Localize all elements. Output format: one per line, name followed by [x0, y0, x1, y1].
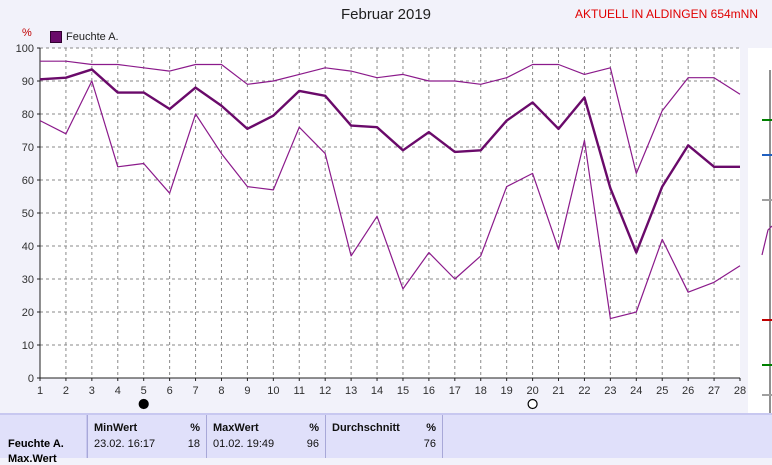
x-tick-label: 5 [141, 385, 147, 397]
x-tick-label: 25 [656, 385, 668, 397]
x-tick-label: 9 [244, 385, 250, 397]
x-tick-label: 13 [345, 385, 357, 397]
stats-series-name: Feuchte A. [8, 438, 64, 450]
stats-min-label: MinWert [94, 422, 138, 434]
y-tick-label: 60 [22, 175, 34, 187]
stats-avg-label: Durchschnitt [332, 422, 400, 434]
full-moon-icon [527, 398, 538, 410]
stats-series-cell: Feuchte A. Max.Wert [0, 415, 86, 465]
station-label: AKTUELL IN ALDINGEN 654mNN [575, 7, 758, 21]
stats-min-value: 18 [187, 438, 200, 450]
y-tick-label: 50 [22, 208, 34, 220]
y-tick-label: 80 [22, 109, 34, 121]
legend-label: Feuchte A. [66, 31, 119, 43]
x-tick-label: 12 [319, 385, 331, 397]
x-tick-label: 17 [449, 385, 461, 397]
x-tick-label: 19 [501, 385, 513, 397]
x-tick-label: 2 [63, 385, 69, 397]
x-tick-label: 1 [37, 385, 43, 397]
x-tick-label: 22 [578, 385, 590, 397]
y-tick-label: 0 [28, 373, 34, 385]
y-tick-label: 90 [22, 76, 34, 88]
x-tick-label: 27 [708, 385, 720, 397]
x-tick-label: 10 [267, 385, 279, 397]
stats-panel: Feuchte A. Max.Wert MinWert % 23.02. 16:… [0, 413, 772, 465]
stats-max-unit: % [309, 422, 319, 434]
series-line-max [40, 60, 741, 174]
x-tick-label: 23 [604, 385, 616, 397]
x-tick-label: 3 [89, 385, 95, 397]
x-tick-label: 14 [371, 385, 383, 397]
x-tick-label: 15 [397, 385, 409, 397]
stats-max-cell: MaxWert % 01.02. 19:49 96 [206, 415, 325, 458]
x-tick-label: 16 [423, 385, 435, 397]
series-line-min [39, 80, 741, 320]
x-tick-label: 11 [294, 385, 305, 397]
x-tick-label: 18 [475, 385, 487, 397]
x-tick-label: 21 [552, 385, 564, 397]
x-tick-label: 4 [115, 385, 121, 397]
stats-max-value: 96 [306, 438, 319, 450]
y-tick-label: 40 [22, 241, 34, 253]
x-tick-label: 24 [630, 385, 642, 397]
x-tick-label: 20 [526, 385, 538, 397]
y-tick-label: 10 [22, 340, 34, 352]
stats-max-label: MaxWert [213, 422, 259, 434]
side-panel-line [761, 225, 772, 256]
y-tick-label: 20 [22, 307, 34, 319]
y-tick-label: 100 [16, 43, 34, 55]
x-tick-label: 8 [218, 385, 224, 397]
new-moon-icon [138, 398, 149, 410]
x-tick-label: 28 [734, 385, 746, 397]
x-tick-label: 26 [682, 385, 694, 397]
y-axis-unit: % [22, 27, 32, 39]
x-tick-label: 6 [167, 385, 173, 397]
y-tick-label: 30 [22, 274, 34, 286]
series-line-mean [39, 68, 740, 254]
stats-empty-cell [442, 415, 772, 458]
x-tick-label: 7 [192, 385, 198, 397]
stats-avg-cell: Durchschnitt % 76 [325, 415, 442, 458]
stats-avg-unit: % [426, 422, 436, 434]
stats-avg-value: 76 [423, 438, 436, 450]
stats-min-unit: % [190, 422, 200, 434]
stats-min-cell: MinWert % 23.02. 16:17 18 [87, 415, 206, 458]
stats-min-date: 23.02. 16:17 [94, 438, 156, 450]
y-tick-label: 70 [22, 142, 34, 154]
stats-series-name-2: Max.Wert [8, 453, 57, 465]
stats-max-date: 01.02. 19:49 [213, 438, 275, 450]
legend: Feuchte A. [50, 31, 119, 43]
chart-title: Februar 2019 [340, 6, 432, 23]
legend-swatch [50, 31, 62, 43]
